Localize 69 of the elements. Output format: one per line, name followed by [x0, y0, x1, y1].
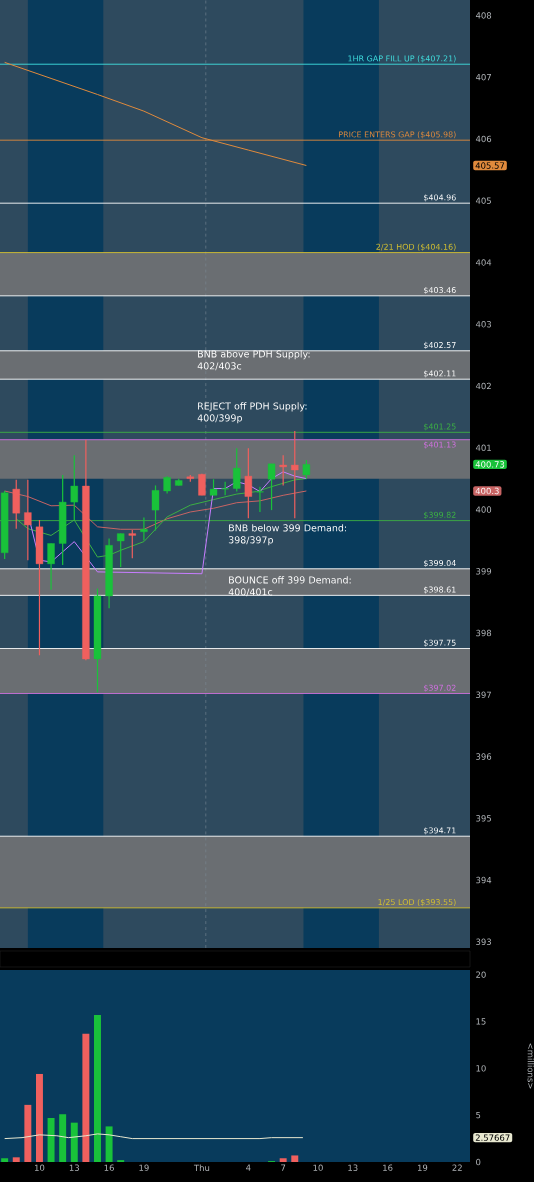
- x-tick-label: 4: [246, 1164, 251, 1171]
- bar: [279, 1158, 287, 1162]
- candlestick: [128, 529, 136, 559]
- y-tick-label: 400: [475, 506, 492, 513]
- candlestick: [140, 516, 148, 541]
- annotation: BOUNCE off 399 Demand: 400/401c: [228, 576, 351, 597]
- y-tick-label: 398: [476, 629, 492, 637]
- y-tick-label: 5: [476, 1112, 481, 1119]
- y-tick-label: 401: [475, 444, 491, 451]
- x-tick-label: 13: [69, 1164, 79, 1171]
- candlestick: [302, 459, 311, 480]
- x-tick-label: 16: [383, 1164, 393, 1171]
- y-tick-label: 0: [476, 1158, 481, 1166]
- candlestick: [47, 542, 55, 591]
- x-tick-label: 19: [417, 1164, 428, 1171]
- annotation: BNB above PDH Supply: 402/403c: [197, 350, 310, 371]
- candlestick: [221, 481, 229, 496]
- y-tick-label: 15: [476, 1018, 486, 1025]
- bar: [94, 1014, 101, 1162]
- annotation: REJECT off PDH Supply: 400/399p: [197, 402, 307, 424]
- y-tick-label: 399: [476, 568, 492, 575]
- bar: [47, 1117, 55, 1162]
- y-tick-label: 396: [476, 753, 492, 760]
- y-tick-label: 20: [476, 971, 486, 978]
- y-tick-label: 407: [475, 73, 491, 81]
- y-tick-label: 402: [475, 382, 491, 390]
- candlestick: [24, 479, 32, 561]
- bar: [82, 1033, 90, 1162]
- y-axis-title: <millions>: [527, 1043, 534, 1089]
- bar: [12, 1157, 20, 1162]
- bar: [1, 1158, 9, 1162]
- y-tick-label: 10: [476, 1065, 486, 1072]
- x-tick-label: 10: [35, 1164, 45, 1171]
- text: 400.73: [475, 461, 505, 468]
- candlestick: [244, 447, 253, 519]
- bar: [70, 1122, 78, 1162]
- x-tick-label: 22: [452, 1164, 462, 1171]
- y-tick-label: 397: [476, 691, 491, 698]
- y-tick-label: 405: [475, 197, 491, 204]
- x-tick-label: Thu: [193, 1164, 210, 1172]
- y-tick-label: 404: [475, 259, 492, 266]
- bar: [24, 1104, 32, 1162]
- candlestick: [291, 430, 299, 519]
- y-tick-label: 408: [475, 12, 492, 19]
- candlestick: [117, 532, 125, 568]
- y-tick-label: 403: [475, 321, 491, 328]
- bar: [59, 1114, 67, 1162]
- x-tick-label: 19: [139, 1164, 149, 1171]
- bar: [105, 1126, 113, 1162]
- candlestick: [70, 454, 78, 521]
- candlestick: [279, 454, 287, 487]
- x-tick-label: 16: [104, 1164, 114, 1171]
- y-tick-label: 395: [476, 815, 491, 822]
- x-tick-label: 13: [348, 1164, 358, 1171]
- candlestick: [267, 463, 276, 511]
- y-tick-label: 393: [476, 938, 491, 946]
- text: 2.57667: [475, 1134, 510, 1141]
- text: 400.3: [475, 487, 499, 495]
- candlestick: [256, 486, 264, 513]
- y-tick-label: 406: [475, 135, 492, 143]
- bar: [291, 1155, 299, 1162]
- text: 405.57: [475, 162, 505, 169]
- candlestick: [151, 484, 160, 532]
- annotation: BNB below 399 Demand: 398/397p: [228, 524, 346, 546]
- x-tick-label: 7: [281, 1164, 286, 1171]
- y-tick-label: 394: [476, 876, 492, 884]
- candlestick: [233, 447, 241, 493]
- bar: [35, 1073, 43, 1162]
- x-tick-label: 10: [313, 1164, 323, 1171]
